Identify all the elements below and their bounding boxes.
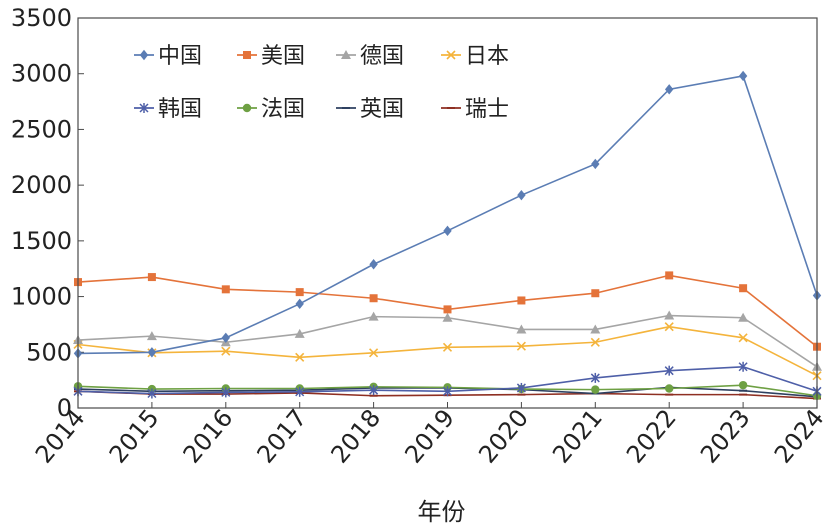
legend-item: 日本 [441,44,509,69]
series-6-marker [738,380,748,390]
series-6-marker [665,384,674,393]
legend-item: 法国 [237,97,305,122]
legend-label: 中国 [158,44,202,69]
series-4-marker [516,341,526,351]
series-2-marker [369,294,378,303]
y-tick-label: 500 [26,338,72,366]
y-tick-label: 3500 [11,4,72,32]
legend-label: 日本 [465,44,509,69]
y-axis-ticks: 0 500 1000 1500 2000 2500 3000 3500 [11,4,84,422]
legend-label: 法国 [261,97,305,122]
series-5-marker [516,382,526,393]
series-3-marker [294,328,305,338]
series-1-marker [665,84,674,95]
legend-item: 中国 [134,44,202,69]
series-5-marker [221,387,231,398]
series-1-marker [147,347,157,358]
series-1-marker [369,259,378,270]
legend-item: 美国 [237,44,305,69]
series-4-marker [738,333,748,343]
x-tick-label: 2020 [473,404,534,469]
series-2-marker [517,296,526,305]
series-3-marker [146,331,157,341]
y-tick-label: 0 [57,394,72,422]
series-4-marker [369,348,379,358]
series-5-marker [147,388,157,399]
series-3-marker [738,312,749,322]
series-2-marker [591,289,600,298]
series-3-line [77,314,818,368]
series-5-marker [295,386,305,397]
y-tick-label: 3000 [11,60,72,88]
series-3-marker [442,312,453,322]
series-3 [73,310,822,371]
legend-item: 德国 [336,44,404,69]
series-3-marker [368,311,379,321]
series-5-marker [369,385,379,396]
legend-item: 英国 [336,97,404,122]
x-tick-label: 2024 [769,404,827,469]
series-1-marker [443,225,452,237]
x-axis-label: 年份 [418,498,466,526]
series-1-marker [591,158,600,170]
x-tick-label: 2019 [399,404,460,469]
series-2-marker [295,288,304,297]
x-axis-ticks: 2014 2015 2016 2017 2018 2019 2020 2021 2022 2023… [30,402,827,469]
series-4-marker [221,346,231,356]
x-tick-label: 2018 [325,404,386,469]
x-tick-label: 2015 [104,404,165,469]
series-5-marker [442,386,453,397]
series-5-marker [664,365,674,376]
legend-label: 美国 [261,44,305,69]
series-4-marker [442,342,453,352]
x-tick-label: 2017 [252,404,313,469]
legend-swatch-marker [341,50,351,59]
series-5-marker [590,372,600,383]
series-2-marker [147,273,156,282]
series-1-marker [517,189,526,201]
series-1-marker [221,332,230,343]
series-2-marker [665,271,674,280]
series-2-marker [443,305,452,314]
series-4-marker [295,352,305,362]
series-1-marker [295,298,304,310]
x-tick-label: 2016 [178,404,239,469]
series-2-marker [221,285,230,294]
series-4-marker [590,337,600,347]
x-tick-label: 2023 [695,404,756,469]
legend-swatch-marker [139,49,149,61]
series-1-marker [738,70,748,82]
series-3-marker [590,324,601,334]
series-2-marker [739,284,748,293]
series-1 [73,70,822,359]
series-4 [73,322,822,381]
legend-swatch-marker [446,50,456,60]
legend-label: 瑞士 [465,97,509,122]
legend-label: 英国 [360,97,404,122]
series-layer [73,70,822,400]
legend-label: 德国 [360,44,404,69]
y-tick-label: 1500 [11,227,72,255]
legend-item: 韩国 [134,97,202,122]
series-5-marker [738,361,748,372]
legend-item: 瑞士 [441,97,509,122]
series-6-marker [591,385,600,394]
y-tick-label: 2000 [11,171,72,199]
series-5 [73,361,822,399]
x-tick-label: 2014 [30,404,91,469]
x-tick-label: 2022 [621,404,682,469]
legend-swatch-marker [139,103,149,113]
series-3-marker [664,310,675,320]
plot-area-frame [77,17,818,409]
series-4-marker [664,322,674,332]
legend-label: 韩国 [158,97,202,122]
x-tick-label: 2021 [547,404,608,469]
series-3-marker [516,324,527,334]
y-tick-label: 2500 [11,115,72,143]
legend-swatch-marker [242,103,252,113]
y-tick-label: 1000 [11,283,72,311]
legend-swatch-marker [243,51,251,59]
